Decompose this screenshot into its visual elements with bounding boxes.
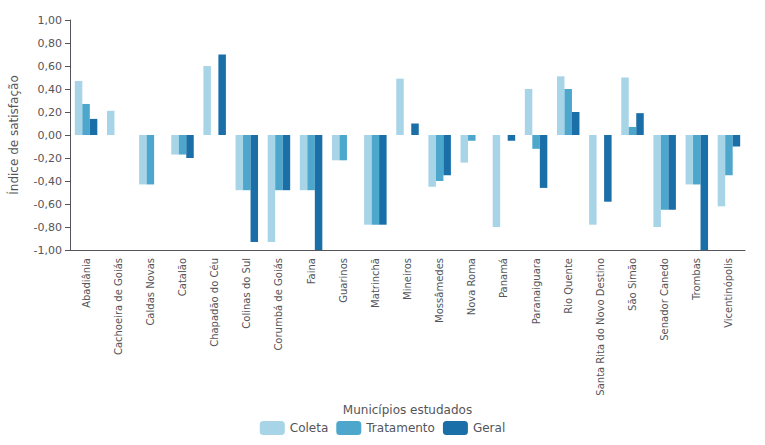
svg-text:0,80: 0,80 [38, 37, 63, 50]
svg-text:0,40: 0,40 [38, 83, 63, 96]
svg-text:Tratamento: Tratamento [365, 421, 435, 435]
svg-text:-0,40: -0,40 [34, 175, 62, 188]
svg-text:Nova Roma: Nova Roma [466, 258, 477, 315]
svg-text:-1,00: -1,00 [34, 244, 62, 257]
svg-text:-0,20: -0,20 [34, 152, 62, 165]
svg-text:Cachoeira de Goiás: Cachoeira de Goiás [113, 258, 124, 355]
svg-text:Matrinchã: Matrinchã [370, 258, 381, 308]
svg-text:0,00: 0,00 [38, 129, 63, 142]
svg-text:Colinas do Sul: Colinas do Sul [241, 258, 252, 329]
svg-text:Municípios estudados: Municípios estudados [343, 403, 472, 417]
svg-text:Caldas Novas: Caldas Novas [145, 258, 156, 326]
svg-text:Mossâmedes: Mossâmedes [434, 258, 445, 323]
svg-text:-0,80: -0,80 [34, 221, 62, 234]
svg-text:Faina: Faina [306, 258, 317, 284]
svg-text:Senador Canedo: Senador Canedo [659, 258, 670, 341]
svg-text:Chapadão do Céu: Chapadão do Céu [209, 258, 220, 347]
svg-text:Trombas: Trombas [691, 258, 702, 301]
svg-text:Guarinos: Guarinos [338, 258, 349, 303]
svg-text:Coleta: Coleta [290, 421, 329, 435]
svg-text:Mineiros: Mineiros [402, 258, 413, 300]
svg-text:Abadiânia: Abadiânia [81, 258, 92, 308]
svg-text:Panamá: Panamá [498, 258, 509, 298]
svg-text:-0,60: -0,60 [34, 198, 62, 211]
svg-text:Vicentinópolis: Vicentinópolis [723, 258, 734, 328]
svg-text:0,20: 0,20 [38, 106, 63, 119]
svg-text:Paranaiguara: Paranaiguara [531, 258, 542, 324]
svg-text:0,60: 0,60 [38, 60, 63, 73]
svg-text:Índice de satisfação: Índice de satisfação [6, 75, 21, 194]
svg-text:Santa Rita do Novo Destino: Santa Rita do Novo Destino [595, 258, 606, 396]
svg-text:São Simão: São Simão [627, 258, 638, 311]
svg-text:Rio Quente: Rio Quente [563, 258, 574, 314]
svg-text:Catalão: Catalão [177, 258, 188, 296]
svg-text:1,00: 1,00 [38, 14, 63, 27]
svg-text:Geral: Geral [473, 421, 505, 435]
svg-text:Corumbá de Goiás: Corumbá de Goiás [273, 258, 284, 351]
